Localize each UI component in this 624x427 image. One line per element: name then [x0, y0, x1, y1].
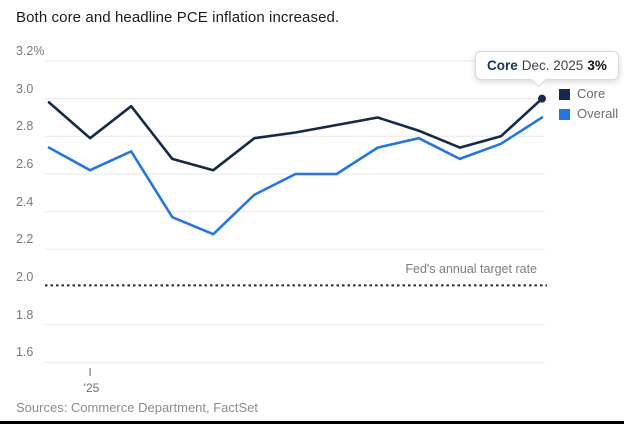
y-axis-label: 1.8	[16, 307, 34, 322]
legend-label: Core	[577, 86, 606, 101]
overall-swatch-icon	[559, 108, 570, 120]
target-rate-label: Fed's annual target rate	[405, 262, 537, 276]
tooltip-date: Dec. 2025	[521, 58, 584, 73]
y-axis-label: 2.6	[16, 156, 34, 171]
chart-title: Both core and headline PCE inflation inc…	[16, 9, 340, 26]
x-axis-tick-label: '25	[83, 381, 100, 395]
bottom-divider	[0, 421, 624, 424]
tooltip-value: 3%	[587, 58, 607, 73]
y-axis-label: 2.8	[16, 119, 34, 134]
y-axis-label: 1.6	[16, 345, 34, 360]
y-axis-label: 3.2%	[16, 44, 45, 58]
core-swatch-icon	[559, 88, 570, 100]
tooltip-series-name: Core	[487, 58, 518, 73]
y-axis-label: 3.0	[16, 81, 34, 96]
y-axis-label: 2.2	[16, 232, 34, 247]
legend: Core Overall	[559, 84, 618, 124]
y-axis-label: 2.4	[16, 194, 34, 209]
source-note: Sources: Commerce Department, FactSet	[16, 400, 259, 415]
legend-item-overall: Overall	[559, 104, 618, 124]
legend-item-core: Core	[559, 84, 618, 104]
y-axis-label: 2.0	[16, 269, 34, 284]
data-point-tooltip: Core Dec. 2025 3%	[475, 51, 619, 88]
legend-label: Overall	[577, 106, 619, 121]
